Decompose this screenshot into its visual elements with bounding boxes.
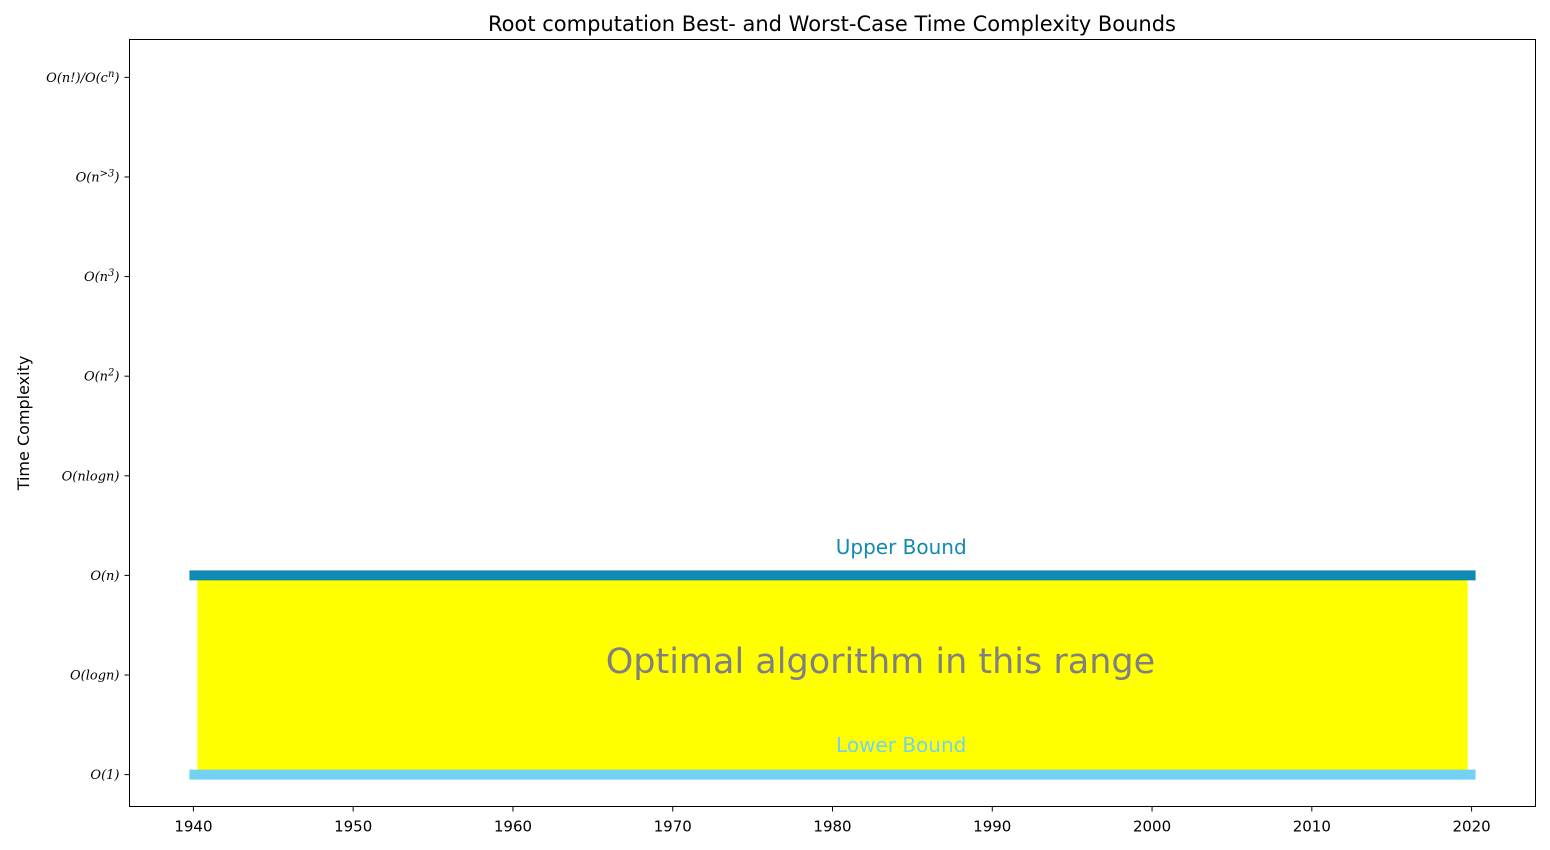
x-tick-label: 2020 (1452, 818, 1490, 836)
x-tick-label: 1960 (494, 818, 532, 836)
x-tick-label: 2010 (1293, 818, 1331, 836)
y-tick-label: O(n!)/O(cn) (46, 68, 119, 86)
annotation-upper-bound: Upper Bound (836, 535, 967, 559)
plot-area: Optimal algorithm in this range Upper Bou… (189, 535, 1476, 780)
y-tick-label: O(logn) (70, 669, 119, 684)
annotation-optimal-range: Optimal algorithm in this range (606, 642, 1155, 682)
y-tick-label: O(n) (90, 569, 119, 584)
optimal-range-fill (197, 575, 1468, 775)
x-tick-label: 1940 (174, 818, 212, 836)
x-tick-label: 1980 (813, 818, 851, 836)
x-tick-label: 2000 (1133, 818, 1171, 836)
y-tick-label: O(nlogn) (62, 469, 120, 484)
y-tick-label: O(n2) (84, 367, 120, 385)
chart-title: Root computation Best- and Worst-Case Ti… (488, 12, 1176, 36)
annotation-lower-bound: Lower Bound (836, 733, 966, 757)
x-tick-label: 1990 (973, 818, 1011, 836)
x-tick-label: 1970 (654, 818, 692, 836)
x-tick-label: 1950 (334, 818, 372, 836)
x-axis: 1940 1950 1960 1970 1980 1990 2000 2010 2020 (174, 806, 1491, 836)
y-axis: O(1) O(logn) O(n) O(nlogn) O(n2) O(n3) O(n>3) O… (46, 68, 130, 783)
y-tick-label: O(1) (90, 768, 119, 783)
y-axis-label: Time Complexity (14, 356, 33, 492)
y-tick-label: O(n3) (84, 268, 120, 286)
y-tick-label: O(n>3) (76, 168, 120, 186)
